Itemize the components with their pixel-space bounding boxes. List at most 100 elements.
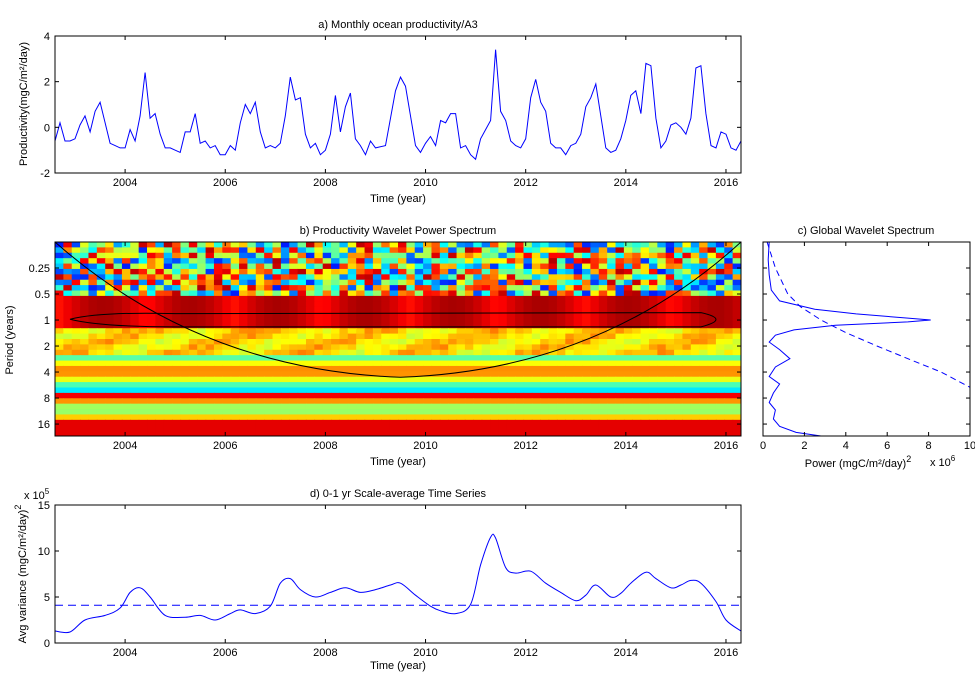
panel-b-heat-cell xyxy=(80,290,90,297)
panel-b-heat-cell xyxy=(163,258,173,265)
panel-b-heat-cell xyxy=(431,365,441,372)
panel-b-heat-cell xyxy=(707,268,717,275)
panel-b-heat-cell xyxy=(55,290,64,297)
panel-b-heat-cell xyxy=(431,387,441,394)
panel-b-heat-cell xyxy=(213,263,223,270)
panel-b-heat-cell xyxy=(88,355,98,362)
panel-b-heat-cell xyxy=(607,242,617,248)
panel-b-heat-cell xyxy=(163,290,173,297)
panel-b-heat-cell xyxy=(297,425,307,432)
panel-b-heat-cell xyxy=(147,398,156,405)
panel-b-heat-cell xyxy=(414,258,424,265)
panel-b-heat-cell xyxy=(289,312,299,319)
panel-b-heat-cell xyxy=(531,430,541,436)
panel-b-heat-cell xyxy=(498,252,508,259)
panel-b-heat-cell xyxy=(632,263,642,270)
panel-b-heat-cell xyxy=(565,279,575,286)
panel-b-heat-cell xyxy=(155,290,165,297)
panel-b-heat-cell xyxy=(305,430,315,436)
panel-b-heat-cell xyxy=(531,263,541,270)
panel-b-heat-cell xyxy=(724,425,734,432)
panel-b-heat-cell xyxy=(732,355,741,362)
panel-b-heat-cell xyxy=(464,430,474,436)
panel-b-heat-cell xyxy=(556,312,566,319)
panel-b-heat-cell xyxy=(615,398,625,405)
panel-b-heat-cell xyxy=(556,398,566,405)
panel-b-heat-cell xyxy=(665,258,675,265)
panel-b-heat-cell xyxy=(105,258,115,265)
panel-b-heat-cell xyxy=(305,371,315,378)
panel-b-heat-cell xyxy=(565,365,575,372)
panel-b-heat-cell xyxy=(130,317,140,324)
panel-b-heat-cell xyxy=(615,258,625,265)
panel-b-heat-cell xyxy=(130,360,140,367)
panel-b-heat-cell xyxy=(163,430,173,436)
panel-b-heat-cell xyxy=(490,360,499,367)
panel-b-heat-cell xyxy=(640,430,650,436)
panel-b-heat-cell xyxy=(506,242,516,248)
panel-b-heat-cell xyxy=(448,344,458,351)
panel-b-heat-cell xyxy=(88,306,98,313)
panel-b-heat-cell xyxy=(63,301,73,308)
panel-b-heat-cell xyxy=(657,398,667,405)
panel-b-heat-cell xyxy=(515,274,525,281)
panel-b-heat-cell xyxy=(699,403,709,410)
panel-b-heat-cell xyxy=(389,306,399,313)
panel-b-heat-cell xyxy=(205,376,215,383)
panel-b-heat-cell xyxy=(682,306,692,313)
panel-b-heat-cell xyxy=(431,268,441,275)
panel-b-heat-cell xyxy=(498,328,508,335)
panel-b-heat-cell xyxy=(55,398,64,405)
panel-b-heat-cell xyxy=(540,317,550,324)
panel-b-heat-cell xyxy=(147,290,156,297)
panel-b-heat-cell xyxy=(406,268,416,275)
panel-b-heat-cell xyxy=(180,409,190,416)
panel-b-heat-cell xyxy=(389,349,399,356)
panel-b-heat-cell xyxy=(490,355,499,362)
panel-a-xlabel: Time (year) xyxy=(370,193,426,205)
panel-b-heat-cell xyxy=(297,344,307,351)
panel-b-heat-cell xyxy=(289,263,299,270)
panel-b-heat-cell xyxy=(105,247,115,254)
panel-b-heat-cell xyxy=(88,419,98,426)
panel-b-heat-cell xyxy=(88,290,98,297)
panel-a-xtick-label: 2008 xyxy=(313,177,337,189)
panel-b-heat-cell xyxy=(180,376,190,383)
panel-b-heat-cell xyxy=(297,328,307,335)
panel-b-heat-cell xyxy=(473,295,483,302)
panel-b-heat-cell xyxy=(121,274,131,281)
panel-b-heat-cell xyxy=(548,430,558,436)
panel-b-heat-cell xyxy=(498,295,508,302)
panel-b-heat-cell xyxy=(674,252,684,259)
panel-b-heat-cell xyxy=(632,306,642,313)
panel-b-heat-cell xyxy=(473,365,483,372)
panel-b-heat-cell xyxy=(247,279,257,286)
panel-b-heat-cell xyxy=(615,365,625,372)
panel-b-heat-cell xyxy=(172,295,182,302)
panel-b-heat-cell xyxy=(322,419,332,426)
panel-b-heat-cell xyxy=(607,290,617,297)
panel-b-heat-cell xyxy=(339,419,349,426)
panel-b-heat-cell xyxy=(690,398,700,405)
panel-b-heat-cell xyxy=(431,322,441,329)
panel-b-heat-cell xyxy=(448,274,458,281)
panel-b-heat-cell xyxy=(724,365,734,372)
panel-b-heat-cell xyxy=(163,371,173,378)
panel-b-heat-cell xyxy=(648,355,658,362)
panel-b-heat-cell xyxy=(247,409,257,416)
panel-a-ytick-label: -2 xyxy=(40,168,50,180)
panel-b-heat-cell xyxy=(172,279,182,286)
panel-b-heat-cell xyxy=(222,392,232,399)
panel-b-heat-cell xyxy=(715,312,725,319)
panel-b-heat-cell xyxy=(55,376,64,383)
panel-b-heat-cell xyxy=(88,371,98,378)
panel-b-heat-cell xyxy=(339,387,349,394)
panel-b-heat-cell xyxy=(498,268,508,275)
panel-b-heat-cell xyxy=(456,355,466,362)
panel-b-heat-cell xyxy=(573,263,583,270)
panel-b-heat-cell xyxy=(381,409,391,416)
panel-b-heat-cell xyxy=(481,306,491,313)
panel-b-heat-cell xyxy=(381,339,391,345)
panel-b-heat-cell xyxy=(515,430,525,436)
panel-b-heat-cell xyxy=(448,387,458,394)
